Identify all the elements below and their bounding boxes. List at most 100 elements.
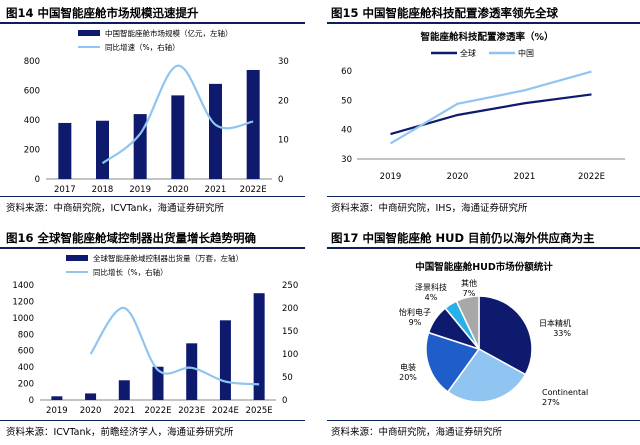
x-tick-label: 2022E <box>240 185 267 195</box>
source-rule <box>0 420 305 421</box>
panel-hud-share: 图17 中国智能座舱 HUD 目前仍以海外供应商为主 中国智能座舱HUD市场份额… <box>327 225 640 445</box>
slice-label-value: 7% <box>463 289 476 298</box>
slice-label-name: 怡利电子 <box>399 307 431 317</box>
bar <box>209 83 222 179</box>
y-tick-label: 600 <box>18 347 34 357</box>
x-tick-label: 2019 <box>129 185 151 195</box>
y-tick-label: 400 <box>18 363 34 373</box>
panel-title: 图14 中国智能座舱市场规模迅速提升 <box>6 6 199 20</box>
series-line <box>390 93 592 136</box>
panel-title: 图15 中国智能座舱科技配置渗透率领先全球 <box>331 6 559 20</box>
legend-swatch-bar <box>78 30 100 36</box>
x-tick-label: 2021 <box>113 406 135 416</box>
y2-tick-label: 20 <box>278 96 289 106</box>
slice-label-name: 泽景科技 <box>415 282 447 292</box>
chart-title: 中国智能座舱HUD市场份额统计 <box>415 261 553 273</box>
title-rule <box>327 22 640 24</box>
y-tick-label: 1400 <box>12 281 34 291</box>
panel-title: 图16 全球智能座舱域控制器出货量增长趋势明确 <box>6 231 257 245</box>
panel-market-size: 图14 中国智能座舱市场规模迅速提升 中国智能座舱市场规模（亿元，左轴） 同比增速… <box>0 0 305 215</box>
x-tick-label: 2017 <box>54 185 76 195</box>
x-tick-label: 2019 <box>46 406 68 416</box>
source-text: 资料来源：中商研究院，海通证券研究所 <box>331 427 503 438</box>
slice-label-value: 4% <box>425 293 438 302</box>
bar <box>219 320 231 400</box>
chart-title: 智能座舱科技配置渗透率（%） <box>420 31 553 43</box>
bar <box>133 114 147 179</box>
pie-slice <box>425 331 481 393</box>
growth-line <box>89 306 260 386</box>
legend-label-china: 中国 <box>518 48 534 58</box>
source-text: 资料来源：中商研究院，ICVTank，海通证券研究所 <box>6 203 225 214</box>
legend-label-bar: 中国智能座舱市场规模（亿元，左轴） <box>105 28 233 38</box>
bar <box>171 95 185 179</box>
growth-line <box>101 64 254 165</box>
bar <box>152 366 164 400</box>
y-tick-label: 400 <box>24 116 40 126</box>
slice-label-value: 9% <box>409 318 422 327</box>
bar <box>58 122 72 179</box>
legend-label-line: 同比增速（%，右轴） <box>105 42 180 52</box>
legend-swatch-bar <box>66 255 88 261</box>
slice-label-value: 27% <box>542 398 560 407</box>
bar <box>85 393 97 400</box>
x-tick-label: 2020 <box>80 406 102 416</box>
y-tick-label: 1000 <box>12 314 34 324</box>
x-tick-label: 2024E <box>212 406 239 416</box>
panel-domain-controller: 图16 全球智能座舱域控制器出货量增长趋势明确 全球智能座舱域控制器出货量（万套… <box>0 225 305 445</box>
x-tick-label: 2019 <box>380 172 402 182</box>
source-rule <box>327 196 640 197</box>
y-tick-label: 200 <box>18 380 34 390</box>
y2-tick-label: 150 <box>282 327 298 337</box>
source-rule <box>327 420 640 421</box>
bar <box>186 343 198 400</box>
market-size-chart: 中国智能座舱市场规模（亿元，左轴）同比增速（%，右轴）0200400600800… <box>24 28 289 195</box>
slice-label-name: 其他 <box>461 278 477 288</box>
title-rule <box>0 22 305 24</box>
bar <box>253 293 265 400</box>
source-text: 资料来源：ICVTank，前瞻经济学人，海通证券研究所 <box>6 427 234 438</box>
y2-tick-label: 250 <box>282 281 298 291</box>
slice-label-value: 33% <box>553 329 571 338</box>
bar <box>246 69 260 179</box>
x-tick-label: 2020 <box>447 172 469 182</box>
y2-tick-label: 200 <box>282 304 298 314</box>
penetration-chart: 智能座舱科技配置渗透率（%） 全球 中国 30 40 50 60 2019 2020 2021 20… <box>341 31 625 182</box>
pie-slice <box>455 295 480 350</box>
legend-label-line: 同比增长（%，右轴） <box>93 267 168 277</box>
domain-controller-chart: 全球智能座舱域控制器出货量（万套，左轴） 同比增长（%，右轴） 0 200 400 600… <box>12 253 298 416</box>
x-tick-label: 2025E <box>246 406 273 416</box>
x-tick-label: 2021 <box>514 172 536 182</box>
slice-label-name: 日本精机 <box>539 318 571 328</box>
bar <box>51 396 63 400</box>
y2-tick-label: 30 <box>278 57 289 67</box>
y-tick-label: 0 <box>35 175 40 185</box>
pie-slice <box>478 295 533 376</box>
y-tick-label: 800 <box>18 330 34 340</box>
y-tick-label: 600 <box>24 87 40 97</box>
panel-title: 图17 中国智能座舱 HUD 目前仍以海外供应商为主 <box>331 231 595 245</box>
y-tick-label: 1200 <box>12 297 34 307</box>
panel-penetration: 图15 中国智能座舱科技配置渗透率领先全球 智能座舱科技配置渗透率（%） 全球 中国… <box>327 0 640 215</box>
x-tick-label: 2022E <box>144 406 171 416</box>
y-tick-label: 30 <box>341 155 352 165</box>
source-rule <box>0 196 305 197</box>
x-tick-label: 2022E <box>578 172 605 182</box>
y2-tick-label: 0 <box>278 175 283 185</box>
y-tick-label: 200 <box>24 146 40 156</box>
y-tick-label: 50 <box>341 96 352 106</box>
y-tick-label: 40 <box>341 126 352 136</box>
x-tick-label: 2018 <box>92 185 114 195</box>
y2-tick-label: 10 <box>278 136 289 146</box>
x-tick-label: 2023E <box>178 406 205 416</box>
y2-tick-label: 100 <box>282 350 298 360</box>
legend-label-global: 全球 <box>460 48 476 58</box>
y-tick-label: 60 <box>341 67 352 77</box>
series-line <box>389 70 592 145</box>
y2-tick-label: 50 <box>282 373 293 383</box>
title-rule <box>0 247 305 249</box>
slice-label-name: Continental <box>542 388 588 397</box>
y2-tick-label: 0 <box>282 396 287 406</box>
slice-label-name: 电装 <box>400 362 416 372</box>
